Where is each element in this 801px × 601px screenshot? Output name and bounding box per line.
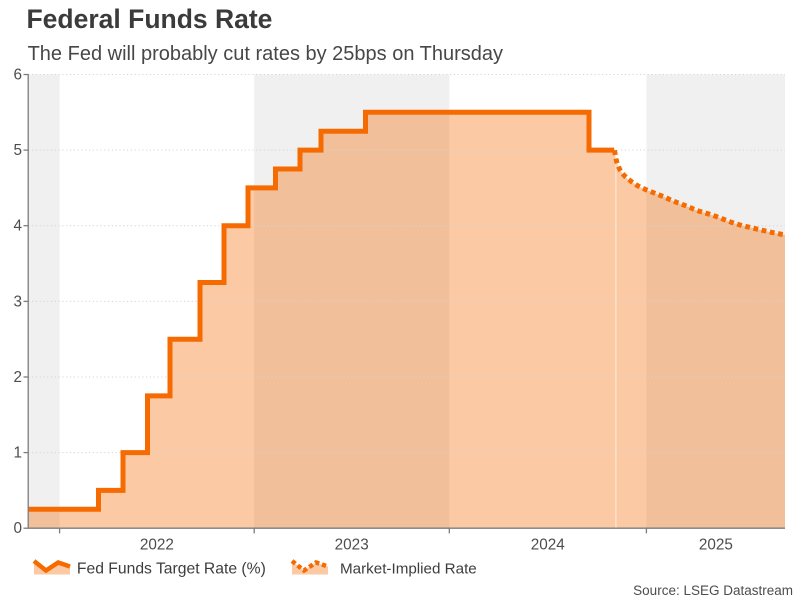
svg-text:2024: 2024 [531,536,566,553]
svg-text:Source: LSEG Datastream: Source: LSEG Datastream [633,583,793,598]
svg-text:Market-Implied Rate: Market-Implied Rate [340,561,477,578]
svg-text:Fed Funds Target Rate (%): Fed Funds Target Rate (%) [77,561,266,578]
svg-text:2023: 2023 [335,536,369,553]
svg-text:6: 6 [13,67,22,84]
svg-text:2025: 2025 [699,536,733,553]
svg-text:4: 4 [13,218,22,235]
svg-text:1: 1 [13,445,22,462]
svg-text:0: 0 [13,520,22,537]
svg-text:2: 2 [13,369,22,386]
svg-text:5: 5 [13,142,22,159]
svg-text:2022: 2022 [140,536,174,553]
svg-text:3: 3 [13,293,22,310]
svg-text:The Fed will probably cut rate: The Fed will probably cut rates by 25bps… [28,43,503,65]
svg-text:Federal Funds Rate: Federal Funds Rate [27,4,273,34]
